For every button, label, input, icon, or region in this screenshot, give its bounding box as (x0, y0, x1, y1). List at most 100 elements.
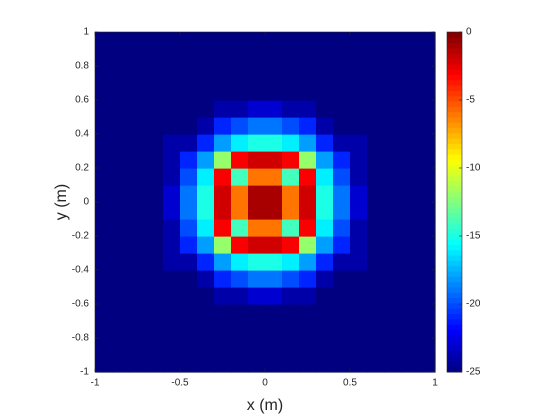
heat-cell (214, 321, 232, 339)
heat-cell (95, 117, 113, 135)
heat-cell (248, 253, 266, 271)
heat-cell (299, 168, 317, 186)
heat-cell (129, 117, 147, 135)
heat-cell (384, 219, 402, 237)
heat-cell (401, 338, 419, 356)
heat-cell (333, 151, 351, 169)
heat-cell (197, 219, 215, 237)
heat-cell (163, 66, 181, 84)
heat-cell (197, 134, 215, 152)
heat-cell (180, 49, 198, 67)
colorbar-swatch (447, 37, 462, 44)
heat-cell (197, 100, 215, 118)
heat-cell (112, 253, 130, 271)
heat-cell (350, 219, 368, 237)
heat-cell (214, 185, 232, 203)
heat-cell (401, 134, 419, 152)
heat-cell (248, 83, 266, 101)
heat-cell (418, 134, 436, 152)
heat-cell (197, 83, 215, 101)
heat-cell (299, 304, 317, 322)
heat-cell (146, 253, 164, 271)
heat-cell (180, 355, 198, 373)
heat-cell (248, 202, 266, 220)
heat-cell (265, 168, 283, 186)
heat-cell (95, 100, 113, 118)
heat-cell (129, 185, 147, 203)
heat-cell (180, 287, 198, 305)
x-tick-label: 0.5 (343, 378, 357, 389)
heat-cell (333, 66, 351, 84)
heat-cell (282, 236, 300, 254)
heat-cell (129, 236, 147, 254)
heat-cell (350, 134, 368, 152)
heat-cell (299, 253, 317, 271)
heat-cell (333, 287, 351, 305)
heat-cell (282, 83, 300, 101)
heat-cell (163, 321, 181, 339)
heat-cell (401, 321, 419, 339)
heat-cell (231, 304, 249, 322)
heat-cell (384, 168, 402, 186)
heat-cell (214, 32, 232, 50)
heat-cell (95, 168, 113, 186)
colorbar-swatch (447, 53, 462, 60)
colorbar-swatch (447, 217, 462, 224)
heat-cell (418, 100, 436, 118)
heat-cell (197, 304, 215, 322)
heat-cell (129, 321, 147, 339)
heat-cell (163, 355, 181, 373)
heat-cell (163, 168, 181, 186)
heat-cell (316, 321, 334, 339)
heat-cell (197, 32, 215, 50)
heat-cell (282, 321, 300, 339)
colorbar-swatch (447, 202, 462, 208)
heat-cell (384, 355, 402, 373)
colorbar-swatch (447, 239, 462, 245)
heat-cell (112, 202, 130, 220)
heat-cell (299, 219, 317, 237)
y-tick-label: 0.4 (75, 129, 89, 140)
heat-cell (163, 236, 181, 254)
heat-cell (95, 321, 113, 339)
heat-cell (316, 185, 334, 203)
heat-cell (248, 32, 266, 50)
heat-cell (333, 202, 351, 220)
heat-cell (146, 287, 164, 305)
heat-cell (95, 185, 113, 203)
heat-cell (384, 151, 402, 169)
heat-cell (384, 304, 402, 322)
heat-cell (350, 253, 368, 271)
heat-cell (265, 100, 283, 118)
heat-cell (418, 253, 436, 271)
heat-cell (163, 134, 181, 152)
heat-cell (384, 49, 402, 67)
heat-cell (282, 100, 300, 118)
heat-cell (418, 168, 436, 186)
heat-cell (248, 304, 266, 322)
heat-cell (146, 83, 164, 101)
heat-cell (129, 338, 147, 356)
heat-cell (282, 117, 300, 135)
colorbar-swatch (447, 186, 462, 192)
heat-cell (248, 49, 266, 67)
heat-cell (248, 168, 266, 186)
heat-cell (350, 83, 368, 101)
colorbar-swatch (447, 212, 462, 219)
heat-cell (197, 321, 215, 339)
heat-cell (384, 202, 402, 220)
heat-cell (418, 338, 436, 356)
colorbar-tick-label: -10 (466, 163, 481, 174)
heat-cell (401, 236, 419, 254)
heat-cell (129, 304, 147, 322)
colorbar-swatch (447, 334, 462, 341)
heat-cell (146, 304, 164, 322)
heat-cell (146, 270, 164, 288)
heat-cell (231, 202, 249, 220)
colorbar-swatch (447, 148, 462, 155)
heat-cell (112, 236, 130, 254)
heat-cell (163, 185, 181, 203)
heat-cell (418, 185, 436, 203)
heat-cell (231, 151, 249, 169)
heat-cell (95, 219, 113, 237)
